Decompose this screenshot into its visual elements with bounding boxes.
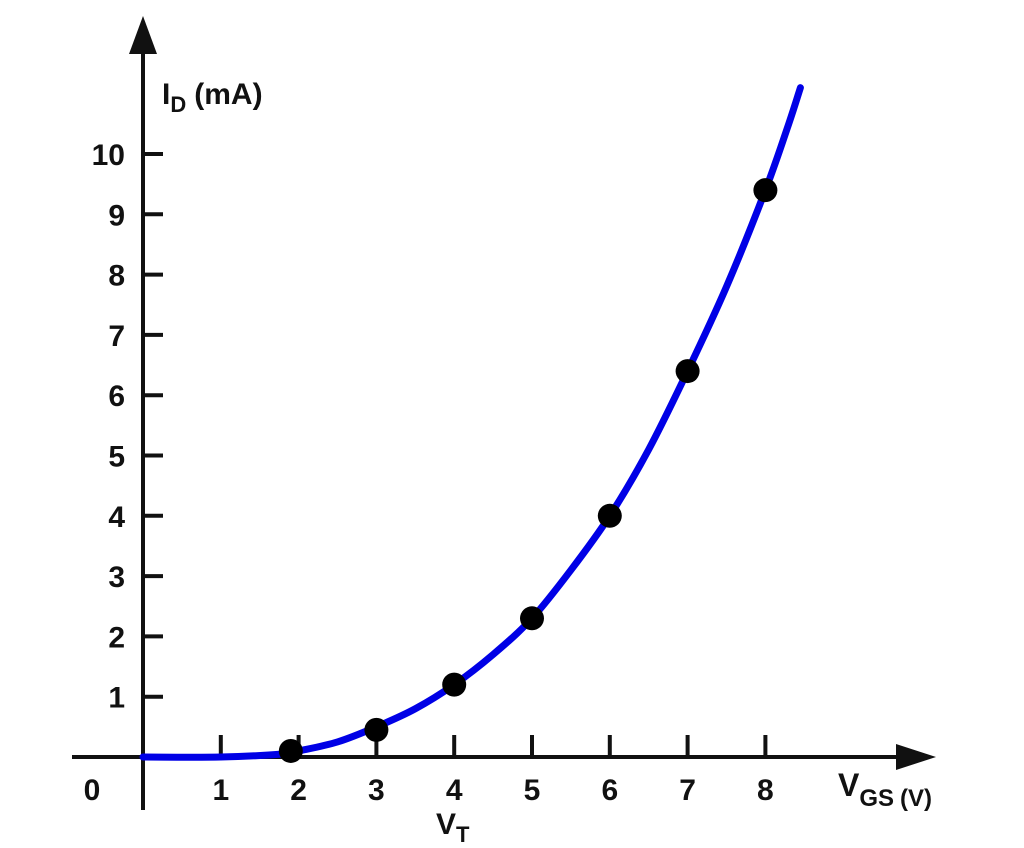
y-axis-label-unit: (mA): [194, 78, 262, 111]
threshold-label-main: V: [436, 808, 456, 841]
y-tick-label: 10: [92, 139, 125, 172]
x-tick-label: 1: [212, 774, 229, 807]
y-axis-label-main: I: [162, 78, 170, 111]
y-tick-label: 9: [108, 199, 125, 232]
x-tick-label: 4: [446, 774, 463, 807]
x-tick-label: 5: [524, 774, 541, 807]
data-point: [520, 606, 544, 631]
series-curve: [139, 84, 804, 761]
x-axis-label-unit: (V): [900, 785, 932, 812]
y-tick-label: 1: [108, 682, 125, 715]
y-tick-label: 4: [108, 501, 125, 534]
data-point: [442, 672, 467, 697]
data-point: [753, 178, 778, 203]
y-axis-label-sub: D: [170, 92, 186, 117]
x-axis-arrow: [896, 744, 936, 770]
data-points: [278, 178, 778, 763]
data-point: [675, 359, 700, 384]
data-point: [278, 738, 303, 763]
y-tick-label: 7: [108, 320, 125, 353]
y-axis-label: ID (mA): [162, 78, 263, 117]
y-tick-label: 3: [108, 561, 125, 594]
x-tick-label: 8: [757, 774, 774, 807]
threshold-voltage-label: VT: [436, 808, 470, 847]
x-tick-label: 3: [368, 774, 385, 807]
y-tick-label: 5: [108, 441, 125, 474]
data-point: [364, 717, 389, 742]
origin-label: 0: [84, 774, 101, 807]
y-tick-label: 2: [108, 621, 125, 654]
x-tick-label: 7: [679, 774, 696, 807]
data-point: [597, 503, 622, 528]
x-axis-label-sub: GS: [859, 785, 894, 812]
threshold-label-sub: T: [456, 822, 470, 847]
y-ticks: 1 2 3 4 5 6 7 8 9 10: [92, 139, 163, 715]
y-tick-label: 8: [108, 260, 125, 293]
y-tick-label: 6: [108, 380, 125, 413]
x-axis-label: VGS (V): [838, 767, 932, 812]
x-ticks: 1 2 3 4 5 6 7 8: [212, 735, 774, 807]
x-tick-label: 2: [290, 774, 307, 807]
x-tick-label: 6: [601, 774, 618, 807]
x-axis-label-main: V: [838, 767, 860, 803]
y-axis-arrow: [129, 16, 157, 54]
